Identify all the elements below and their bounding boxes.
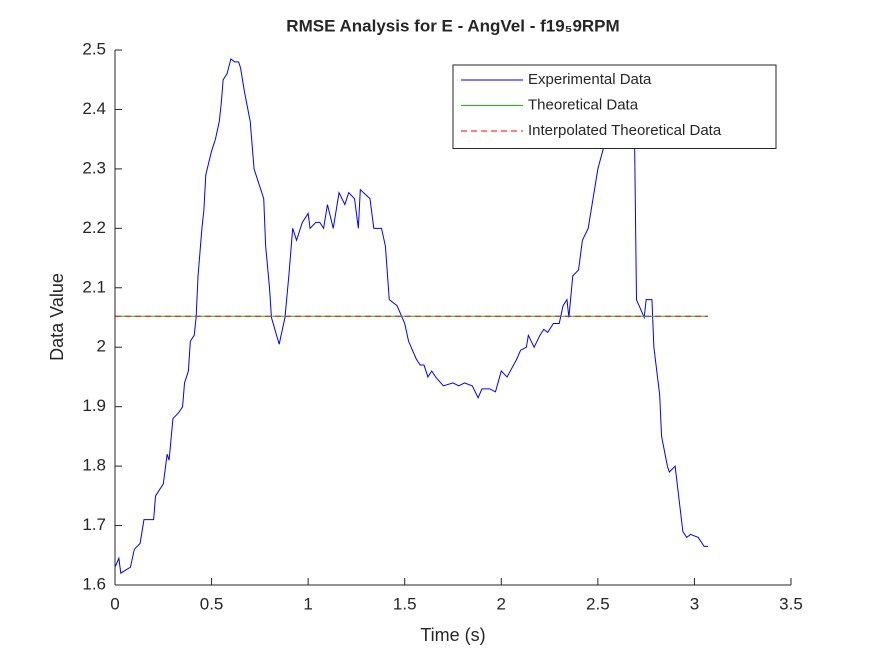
y-tick-label: 2.3 [82,158,106,177]
x-axis-label: Time (s) [420,625,485,645]
y-tick-label: 2.5 [82,39,106,58]
y-axis-label: Data Value [47,273,67,361]
y-tick-label: 2.1 [82,277,106,296]
x-tick-label: 1 [303,594,312,613]
x-tick-label: 0.5 [200,594,224,613]
x-tick-label: 2.5 [586,594,610,613]
legend-box [452,64,777,149]
y-tick-label: 1.8 [82,456,106,475]
x-tick-label: 2 [497,594,506,613]
y-tick-label: 2.2 [82,218,106,237]
chart-title: RMSE Analysis for E - AngVel - f19₅9RPM [286,16,619,35]
x-tick-label: 1.5 [393,594,417,613]
legend-label: Interpolated Theoretical Data [528,122,722,139]
y-tick-label: 2.4 [82,99,106,118]
x-tick-label: 0 [110,594,119,613]
legend-label: Experimental Data [528,71,652,88]
y-tick-label: 1.7 [82,515,106,534]
y-tick-label: 2 [97,337,106,356]
x-tick-label: 3 [690,594,699,613]
y-tick-label: 1.9 [82,396,106,415]
x-tick-label: 3.5 [779,594,803,613]
legend: Experimental Data Theoretical Data Interpo… [452,64,777,149]
legend-label: Theoretical Data [528,96,639,113]
y-tick-label: 1.6 [82,574,106,593]
